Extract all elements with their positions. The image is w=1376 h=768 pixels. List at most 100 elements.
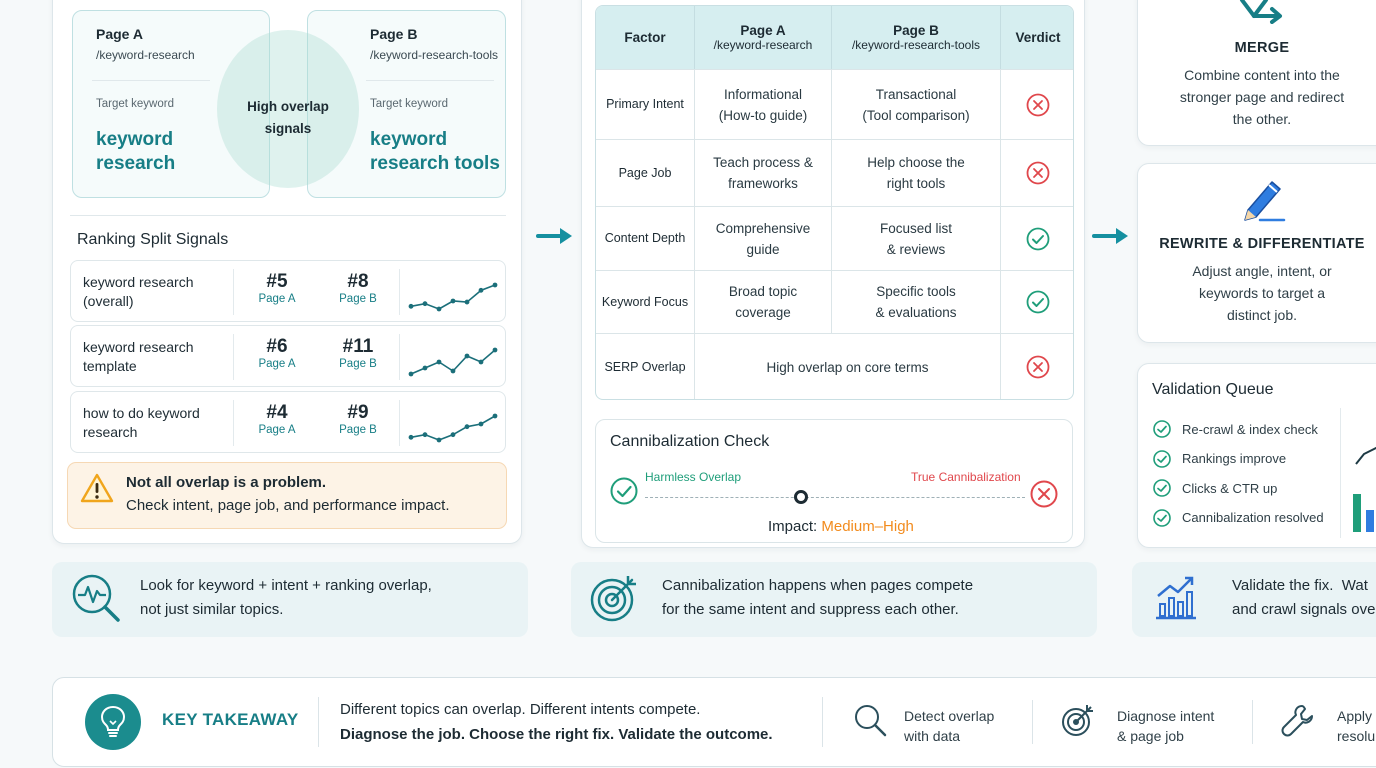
x-circle-icon: [1026, 93, 1050, 116]
ranking-keyword: keyword research template: [83, 339, 194, 374]
check-title: Cannibalization Check: [610, 433, 770, 450]
tip-define: [571, 562, 1097, 637]
ranking-row: keyword research template #6 Page A #11 Page…: [70, 325, 506, 387]
target-icon: [590, 576, 636, 622]
validation-item-label: Re-crawl & index check: [1182, 421, 1318, 437]
ranking-row: keyword research (overall) #5 Page A #8 Page…: [70, 260, 506, 322]
ranking-trend-sparkline: [408, 413, 498, 443]
target-icon: [1062, 705, 1093, 736]
validation-item: Cannibalization resolved: [1152, 508, 1324, 528]
check-circle-icon: [1026, 227, 1050, 250]
table-cell-page-b: Specific tools & evaluations: [832, 270, 1001, 333]
takeaway-title: KEY TAKEAWAY: [162, 710, 299, 729]
table-header-factor: Factor: [596, 6, 695, 69]
trend-point: [436, 359, 442, 365]
trend-point: [492, 347, 498, 353]
tip-validate: [1132, 562, 1376, 637]
validation-item: Re-crawl & index check: [1152, 419, 1318, 439]
page-b-title: Page B: [370, 26, 418, 42]
trend-point: [464, 299, 470, 305]
merge-description: Combine content into the stronger page a…: [1179, 67, 1345, 127]
table-cell-factor: Page Job: [596, 139, 695, 206]
impact-text: Impact: Medium–High: [768, 518, 914, 535]
check-circle-icon: [1153, 449, 1171, 468]
table-cell-verdict: [1001, 270, 1073, 333]
page-a-rank: #4 Page A: [258, 402, 296, 436]
page-b-rank: #9 Page B: [339, 402, 377, 436]
table-cell-page-a: Teach process & frameworks: [695, 139, 832, 206]
tip-validate-text: Validate the fix. Wat and crawl signals …: [1232, 577, 1376, 618]
takeaway-line-1: Different topics can overlap. Different …: [340, 701, 701, 718]
x-circle-icon: [1026, 355, 1050, 379]
check-circle-icon: [1026, 290, 1050, 314]
warning-title: Not all overlap is a problem.: [126, 474, 327, 491]
overlap-label: High overlap signals: [247, 99, 329, 136]
table-cell-factor: Primary Intent: [596, 69, 695, 139]
validation-item-label: Cannibalization resolved: [1182, 510, 1324, 525]
table-cell-verdict: [1001, 69, 1073, 139]
step-diagnose-label: Diagnose intent & page job: [1117, 708, 1215, 744]
page-a-url: /keyword-research: [96, 48, 195, 62]
validation-title: Validation Queue: [1152, 381, 1274, 398]
trend-point: [408, 434, 414, 440]
check-circle-icon: [610, 477, 638, 505]
ranking-row: how to do keyword research #4 Page A #9 Page…: [70, 391, 506, 453]
page-a-title: Page A: [96, 26, 143, 42]
page-b-target-keyword: keyword research tools: [370, 129, 500, 174]
table-header-verdict: Verdict: [1001, 6, 1073, 69]
overlap-venn: [217, 30, 359, 188]
trend-point: [492, 282, 498, 288]
table-cell-page-a: Comprehensive guide: [695, 206, 832, 270]
x-circle-icon: [1030, 480, 1058, 508]
arrow-right-icon: [536, 228, 572, 244]
impact-marker: [793, 490, 808, 504]
page-b-rank: #8 Page B: [339, 271, 377, 305]
trend-point: [408, 371, 414, 377]
intent-comparison-table: Factor Page A/keyword-research Page B/ke…: [595, 5, 1074, 400]
step-detect-label: Detect overlap with data: [904, 708, 995, 744]
table-cell-page-b: Focused list & reviews: [832, 206, 1001, 270]
trend-point: [436, 437, 442, 443]
search-pulse-icon: [72, 574, 120, 622]
check-circle-icon: [1153, 508, 1171, 527]
cannibalization-check-card: [595, 419, 1073, 543]
page-a-rank: #5 Page A: [258, 271, 296, 305]
check-circle-icon: [1153, 479, 1171, 497]
pencil-icon: [1244, 181, 1286, 222]
trend-point: [478, 359, 484, 365]
trend-point: [422, 365, 428, 371]
trend-point: [450, 368, 456, 374]
check-circle-icon: [1153, 420, 1171, 438]
mini-trend-chart: [1353, 446, 1376, 532]
table-cell-factor: Keyword Focus: [596, 270, 695, 333]
table-header-page-a: Page A/keyword-research: [695, 6, 832, 69]
trend-point: [464, 353, 470, 359]
x-circle-icon: [1026, 161, 1050, 185]
table-cell-verdict: [1001, 333, 1073, 399]
trend-point: [464, 424, 470, 430]
table-cell-verdict: [1001, 206, 1073, 270]
ranking-trend-sparkline: [408, 282, 498, 312]
trend-point: [450, 298, 456, 304]
trend-point: [422, 301, 428, 307]
table-cell-factor: Content Depth: [596, 206, 695, 270]
table-cell-verdict: [1001, 139, 1073, 206]
warning-text: Check intent, page job, and performance …: [126, 497, 450, 514]
rewrite-option-card: [1137, 163, 1376, 343]
table-cell-page-a: Broad topic coverage: [695, 270, 832, 333]
page-a-target-keyword: keyword research: [96, 129, 176, 174]
table-cell-page-a: Informational (How-to guide): [695, 69, 832, 139]
ranking-keyword: how to do keyword research: [83, 405, 200, 440]
lightbulb-icon: [100, 705, 126, 737]
table-cell-page-b: Help choose the right tools: [832, 139, 1001, 206]
page-a-target-label: Target keyword: [96, 98, 174, 110]
key-takeaway-bar: [52, 677, 1376, 767]
trend-point: [478, 421, 484, 427]
trend-point: [422, 432, 428, 438]
page-b-rank: #11 Page B: [339, 336, 377, 370]
page-a-rank: #6 Page A: [258, 336, 296, 370]
wrench-icon: [1281, 705, 1313, 737]
takeaway-line-2: Diagnose the job. Choose the right fix. …: [340, 726, 773, 743]
rewrite-title: REWRITE & DIFFERENTIATE: [1159, 236, 1365, 252]
impact-scale: [645, 497, 1025, 498]
